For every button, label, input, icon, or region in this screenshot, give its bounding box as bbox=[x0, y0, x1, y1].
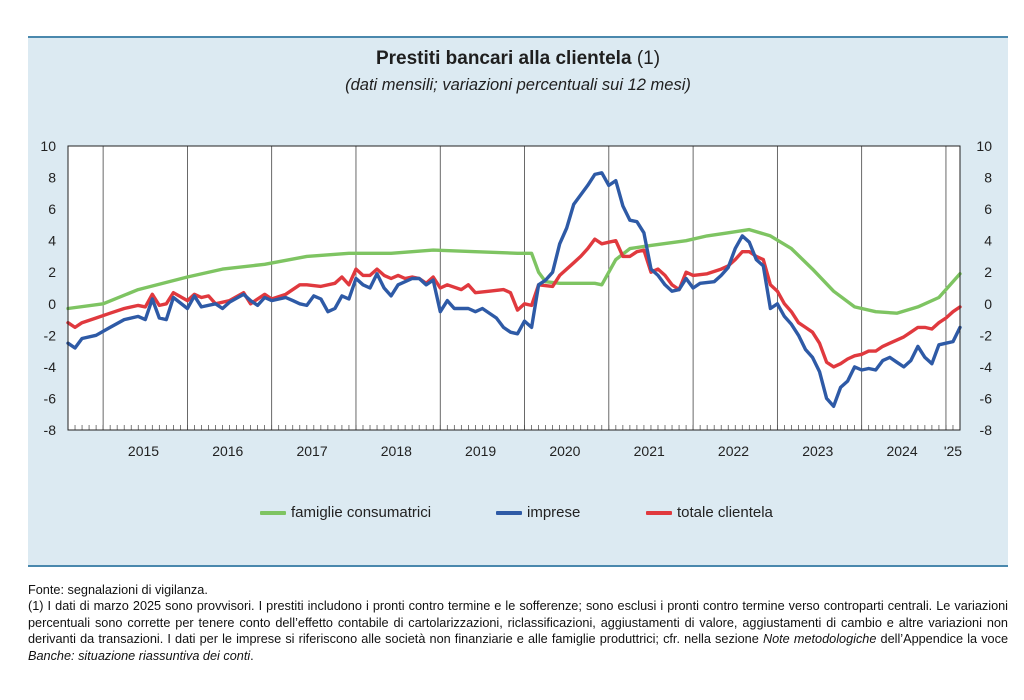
series-lines bbox=[66, 171, 962, 408]
legend-swatch-famiglie bbox=[260, 510, 286, 515]
y-tick-label-left: -4 bbox=[44, 359, 57, 375]
x-tick-label: 2020 bbox=[549, 443, 580, 459]
methodology-note: (1) I dati di marzo 2025 sono provvisori… bbox=[28, 598, 1008, 664]
y-tick-label-left: -6 bbox=[44, 390, 57, 406]
line-chart: 10 8 6 4 2 0 -2 -4 -6 -8 10 8 6 4 2 0 -2 -4 -6 -8 2015 2016… bbox=[40, 138, 992, 459]
y-tick-label-left: 2 bbox=[48, 264, 56, 280]
x-axis-labels: 2015 2016 2017 2018 2019 2020 2021 2022 2023 2024… bbox=[128, 443, 962, 459]
y-tick-label-right: -6 bbox=[980, 390, 993, 406]
x-tick-label: 2015 bbox=[128, 443, 159, 459]
legend-swatch-totale bbox=[646, 510, 672, 515]
chart-subtitle: (dati mensili; variazioni percentuali su… bbox=[345, 76, 691, 94]
legend-item-imprese: imprese bbox=[496, 504, 580, 521]
legend-label-totale: totale clientela bbox=[677, 504, 773, 521]
x-tick-label: 2019 bbox=[465, 443, 496, 459]
footnotes: Fonte: segnalazioni di vigilanza. (1) I … bbox=[28, 582, 1008, 664]
y-tick-label-right: -8 bbox=[980, 422, 993, 438]
y-tick-label-right: 6 bbox=[984, 201, 992, 217]
chart-panel: Prestiti bancari alla clientela (1) (dat… bbox=[28, 36, 1008, 567]
legend: famiglie consumatrici imprese totale cli… bbox=[28, 504, 1008, 528]
note-text-3: . bbox=[250, 648, 254, 663]
y-tick-label-left: 10 bbox=[40, 138, 56, 154]
x-tick-label: 2023 bbox=[802, 443, 833, 459]
note-text-2: dell’Appendice la voce bbox=[876, 632, 1009, 647]
y-tick-label-left: -8 bbox=[44, 422, 57, 438]
y-tick-label-right: -2 bbox=[980, 327, 993, 343]
chart-title: Prestiti bancari alla clientela (1) bbox=[28, 48, 1008, 70]
x-tick-label: 2016 bbox=[212, 443, 243, 459]
y-axis-left: 10 8 6 4 2 0 -2 -4 -6 -8 bbox=[40, 138, 56, 438]
legend-item-totale: totale clientela bbox=[646, 504, 773, 521]
x-tick-label: '25 bbox=[944, 443, 962, 459]
legend-label-famiglie: famiglie consumatrici bbox=[291, 504, 432, 521]
x-minor-ticks bbox=[67, 425, 961, 430]
note-italic-2: Banche: situazione riassuntiva dei conti bbox=[28, 648, 251, 663]
legend-swatch-imprese bbox=[496, 510, 522, 515]
x-tick-label: 2024 bbox=[886, 443, 917, 459]
y-tick-label-right: 0 bbox=[984, 296, 992, 312]
plot-frame bbox=[67, 145, 961, 431]
y-axis-right: 10 8 6 4 2 0 -2 -4 -6 -8 bbox=[976, 138, 992, 438]
source-note: Fonte: segnalazioni di vigilanza. bbox=[28, 583, 208, 597]
note-italic-1: Note metodologiche bbox=[762, 632, 877, 647]
x-tick-label: 2018 bbox=[381, 443, 412, 459]
x-tick-label: 2017 bbox=[296, 443, 327, 459]
note-text-1: (1) I dati di marzo 2025 sono provvisori… bbox=[28, 599, 1008, 647]
y-tick-label-right: 8 bbox=[984, 170, 992, 186]
chart-title-note: (1) bbox=[636, 48, 661, 69]
y-tick-label-right: 10 bbox=[976, 138, 992, 154]
x-tick-label: 2022 bbox=[718, 443, 749, 459]
y-tick-label-right: 2 bbox=[984, 264, 992, 280]
y-tick-label-right: -4 bbox=[980, 359, 993, 375]
chart-title-text: Prestiti bancari alla clientela bbox=[375, 48, 632, 69]
y-tick-label-left: 4 bbox=[48, 233, 56, 249]
x-tick-label: 2021 bbox=[634, 443, 665, 459]
series-line-famiglie bbox=[66, 227, 962, 315]
y-tick-label-right: 4 bbox=[984, 233, 992, 249]
legend-item-famiglie: famiglie consumatrici bbox=[260, 504, 431, 521]
y-tick-label-left: 6 bbox=[48, 201, 56, 217]
plot-area bbox=[68, 146, 960, 430]
y-tick-label-left: 8 bbox=[48, 170, 56, 186]
series-line-imprese bbox=[66, 171, 962, 408]
y-tick-label-left: -2 bbox=[44, 327, 57, 343]
y-tick-label-left: 0 bbox=[48, 296, 56, 312]
legend-label-imprese: imprese bbox=[527, 504, 581, 521]
